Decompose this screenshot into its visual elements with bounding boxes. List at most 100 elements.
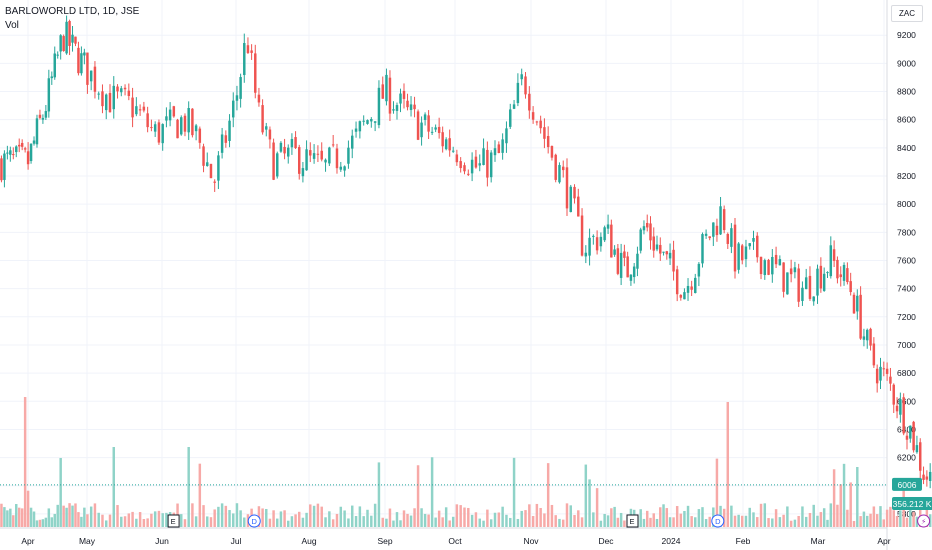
volume-bar (50, 517, 54, 527)
volume-bar (546, 463, 550, 527)
candle (869, 328, 872, 346)
volume-bar (862, 511, 866, 527)
candle (928, 471, 932, 481)
volume-bar (561, 519, 565, 527)
volume-bar (539, 507, 542, 527)
volume-bar (388, 508, 392, 527)
candle (804, 277, 808, 290)
volume-bar (558, 518, 561, 527)
candle (77, 47, 80, 74)
candle (20, 142, 24, 147)
candle (836, 259, 839, 279)
volume-bar (377, 462, 381, 527)
x-tick-label: Apr (21, 536, 34, 546)
volume-bar (47, 508, 51, 527)
volume-bar (577, 510, 580, 527)
volume-bar (104, 520, 108, 527)
volume-bar (80, 516, 83, 527)
volume-bar (202, 505, 205, 527)
volume-bar (298, 511, 301, 527)
candle (104, 94, 108, 111)
candle (895, 405, 899, 412)
candle (875, 368, 879, 384)
volume-bar (157, 510, 161, 527)
candle (642, 226, 646, 231)
candle (892, 384, 895, 405)
candle (925, 476, 929, 480)
candle (206, 162, 209, 166)
candle (588, 237, 591, 256)
last-price-tag (892, 477, 922, 491)
x-tick-label: Nov (523, 536, 539, 546)
candle (675, 269, 679, 295)
candle (730, 228, 733, 247)
candle (550, 145, 554, 158)
volume-bar (892, 510, 895, 527)
candle (782, 262, 785, 292)
candle (672, 249, 675, 272)
dividend-marker (711, 514, 725, 528)
volume-bar (655, 518, 659, 527)
candle (786, 272, 789, 295)
volume-bar (131, 511, 134, 527)
candle (116, 86, 119, 92)
volume-bar (804, 516, 808, 527)
candle (351, 135, 354, 149)
volume-bar (23, 397, 27, 527)
volume-bar (434, 517, 437, 527)
event-marker-label: ⚡ (921, 517, 926, 526)
volume-bar (68, 503, 71, 527)
candle (474, 156, 478, 168)
volume-bar (482, 520, 485, 527)
candle (694, 277, 697, 293)
candle (254, 53, 257, 93)
y-tick-label: 5800 (897, 509, 916, 519)
candle (80, 53, 83, 74)
candle (451, 150, 455, 152)
x-tick-label: Oct (448, 536, 462, 546)
candle (15, 146, 18, 153)
candle (505, 128, 508, 144)
volume-bar (690, 516, 693, 527)
volume-bar (71, 505, 74, 527)
candle (17, 144, 21, 147)
candle (889, 376, 892, 384)
candle (616, 248, 620, 274)
candle (409, 104, 413, 111)
candle (595, 237, 599, 251)
volume-bar (6, 510, 9, 527)
volume-bar (108, 514, 112, 527)
candle (759, 256, 763, 275)
volume-bar (153, 511, 157, 527)
candle (161, 124, 164, 144)
volume-bar (889, 506, 892, 527)
candle (659, 244, 662, 254)
volume-bar (35, 520, 39, 527)
volume-bar (528, 504, 531, 527)
volume-bar (213, 509, 216, 527)
volume-bar (362, 516, 365, 527)
candle (832, 249, 836, 261)
candle (756, 235, 759, 258)
y-tick-label: 8400 (897, 143, 916, 153)
volume-bar (183, 519, 187, 527)
candle (276, 153, 279, 177)
candle (569, 186, 572, 213)
candle (388, 77, 392, 114)
volume-bar (406, 513, 409, 527)
candle (606, 224, 610, 229)
volume-bar (565, 503, 569, 527)
event-marker-label: D (715, 517, 721, 526)
y-tick-label: 6200 (897, 453, 916, 463)
volume-bar (97, 512, 100, 527)
currency-button[interactable]: ZAC (891, 5, 923, 22)
volume-bar (74, 503, 77, 527)
y-tick-label: 8600 (897, 115, 916, 125)
candle (209, 163, 213, 179)
volume-bar (592, 512, 595, 527)
candle (715, 225, 719, 236)
volume-bar (467, 507, 470, 527)
volume-bar (520, 510, 523, 527)
volume-bar (606, 515, 610, 527)
